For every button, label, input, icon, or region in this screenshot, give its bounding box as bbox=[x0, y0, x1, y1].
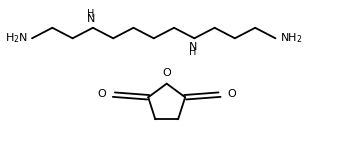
Text: H: H bbox=[87, 9, 95, 19]
Text: N: N bbox=[87, 14, 95, 24]
Text: N: N bbox=[188, 42, 197, 52]
Text: NH$_2$: NH$_2$ bbox=[280, 31, 302, 45]
Text: H: H bbox=[189, 47, 196, 58]
Text: O: O bbox=[162, 68, 171, 78]
Text: H$_2$N: H$_2$N bbox=[5, 31, 28, 45]
Text: O: O bbox=[97, 89, 106, 99]
Text: O: O bbox=[227, 89, 236, 99]
